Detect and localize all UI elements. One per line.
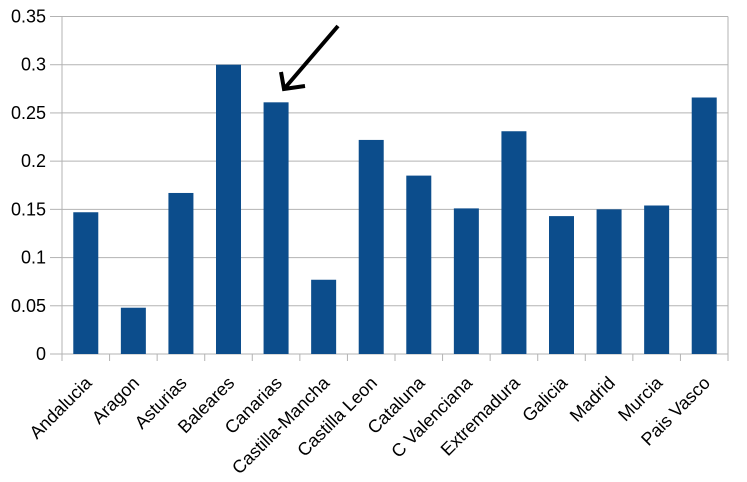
bar-castilla-mancha (311, 279, 337, 354)
bar-canarias (263, 102, 289, 354)
x-axis-label: Andalucia (26, 372, 97, 443)
bar-c-valenciana (453, 208, 479, 354)
bar-castilla-leon (358, 139, 384, 354)
y-axis-label: 0.05 (11, 296, 46, 316)
y-axis-label: 0.35 (11, 7, 46, 27)
y-axis-label: 0.25 (11, 103, 46, 123)
bar-baleares (216, 64, 241, 354)
y-axis-label: 0.15 (11, 199, 46, 219)
bar-madrid (596, 209, 622, 354)
bar-andalucia (73, 212, 99, 354)
annotation-arrow (279, 24, 340, 92)
bar-aragon (120, 307, 146, 354)
bar-pais-vasco (691, 97, 717, 354)
x-axis-label: Madrid (566, 373, 619, 426)
y-axis-label: 0 (36, 344, 46, 364)
y-axis-label: 0.3 (21, 55, 46, 75)
y-axis-label: 0.2 (21, 151, 46, 171)
bar-asturias (168, 192, 194, 354)
bar-cataluna (406, 175, 432, 354)
bar-extremadura (501, 131, 527, 354)
x-axis-label: Galicia (518, 372, 572, 426)
y-axis-label: 0.1 (21, 248, 46, 268)
bar-murcia (644, 205, 670, 354)
bar-galicia (549, 216, 574, 354)
